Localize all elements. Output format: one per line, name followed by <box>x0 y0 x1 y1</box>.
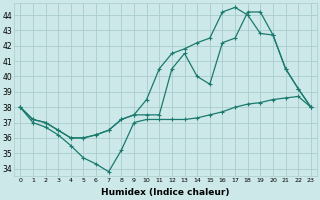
X-axis label: Humidex (Indice chaleur): Humidex (Indice chaleur) <box>101 188 230 197</box>
